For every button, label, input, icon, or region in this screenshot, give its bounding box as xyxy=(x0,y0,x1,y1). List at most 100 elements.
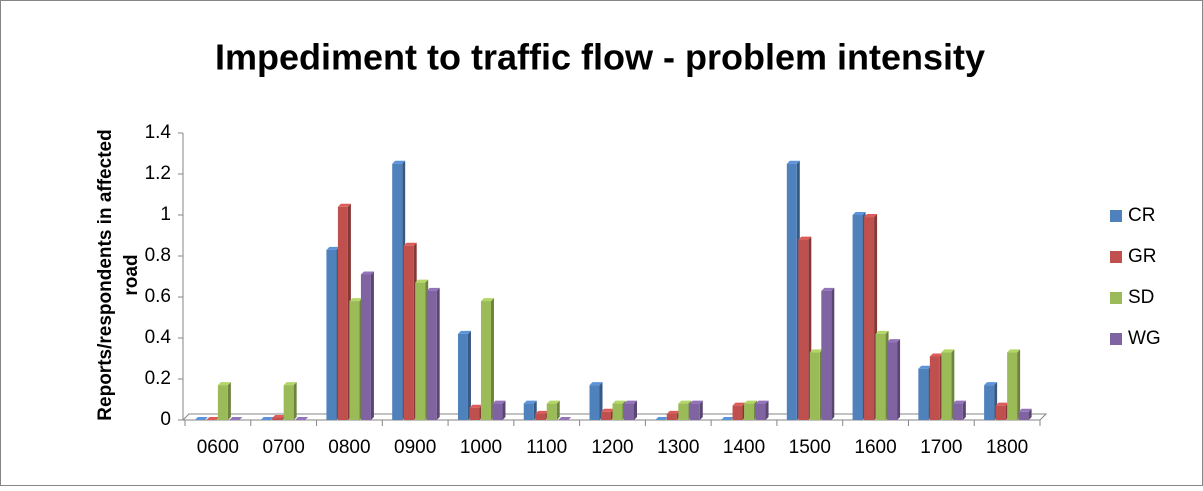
bar-top xyxy=(415,279,429,283)
bar-top xyxy=(875,330,889,334)
legend-swatch xyxy=(1110,333,1122,345)
bar xyxy=(666,413,677,420)
bar xyxy=(1007,352,1018,420)
bar xyxy=(535,413,546,420)
bar-side xyxy=(699,400,703,420)
bar-side xyxy=(599,382,603,420)
bar xyxy=(744,403,755,420)
legend-swatch xyxy=(1110,251,1122,263)
bar-top xyxy=(721,417,735,420)
x-tick-label: 1100 xyxy=(526,437,567,458)
bar-top xyxy=(744,400,758,404)
bar-top xyxy=(295,417,309,420)
x-tick-label: 0900 xyxy=(394,437,436,458)
bar-top xyxy=(194,417,208,420)
y-axis-label-line: road xyxy=(121,254,142,295)
bar xyxy=(546,403,557,420)
y-axis-label-line: Reports/respondents in affected xyxy=(95,129,116,420)
bar-top xyxy=(755,400,769,404)
bar-top xyxy=(535,410,549,414)
bar-top xyxy=(1007,349,1021,353)
x-tick-label: 1500 xyxy=(789,437,831,458)
y-tick-label: 0.4 xyxy=(145,327,172,348)
bar-top xyxy=(798,236,812,240)
bar-top xyxy=(283,382,297,386)
bar-top xyxy=(1018,408,1032,412)
bar-top xyxy=(589,382,603,386)
bar-top xyxy=(272,414,286,418)
bar-top xyxy=(666,410,680,414)
bar-top xyxy=(360,271,374,275)
bar-side xyxy=(370,271,374,420)
bar-top xyxy=(492,400,506,404)
bar-top xyxy=(601,408,614,412)
bar-side xyxy=(897,339,901,420)
bar xyxy=(755,403,766,420)
x-tick-label: 1200 xyxy=(591,437,633,458)
y-tick-label: 0.6 xyxy=(145,286,171,307)
bar xyxy=(732,405,743,420)
legend-swatch xyxy=(1110,292,1122,304)
bar-top xyxy=(864,214,878,218)
bar-top xyxy=(995,402,1009,406)
bar xyxy=(337,206,348,420)
bar-top xyxy=(426,287,440,291)
bar xyxy=(523,403,534,420)
bar xyxy=(349,301,360,420)
bar xyxy=(283,385,294,420)
bar-side xyxy=(293,382,297,420)
bar-top xyxy=(786,160,800,164)
bar-side xyxy=(556,400,560,420)
legend-label: SD xyxy=(1128,287,1154,308)
bar xyxy=(887,342,898,420)
bar xyxy=(326,249,337,420)
bar-top xyxy=(678,400,692,404)
bar-side xyxy=(467,330,471,420)
bar-top xyxy=(655,417,669,420)
bar-side xyxy=(1028,408,1032,420)
y-tick-label: 1.2 xyxy=(145,163,171,184)
bar xyxy=(952,403,963,420)
legend-label: CR xyxy=(1128,205,1155,226)
bar xyxy=(798,239,809,420)
bar xyxy=(415,282,426,420)
bar xyxy=(601,411,611,420)
bar-top xyxy=(469,404,483,408)
bar-top xyxy=(809,349,823,353)
bar xyxy=(941,352,952,420)
bar-side xyxy=(951,349,955,420)
bar-top xyxy=(403,242,417,246)
bar xyxy=(689,403,700,420)
bar xyxy=(403,245,414,420)
bar xyxy=(480,301,491,420)
bar-top xyxy=(260,417,274,420)
bar-top xyxy=(852,212,866,215)
x-tick-label: 1300 xyxy=(657,437,699,458)
x-tick-label: 1600 xyxy=(854,437,896,458)
x-tick-label: 1800 xyxy=(986,437,1028,458)
bar-side xyxy=(634,400,637,420)
bar-top xyxy=(984,382,998,386)
bar xyxy=(1018,411,1029,420)
bar xyxy=(852,215,863,420)
bar xyxy=(786,163,797,420)
bar xyxy=(612,403,623,420)
bar-side xyxy=(962,400,966,420)
bar-side xyxy=(502,400,506,420)
bar-top xyxy=(326,246,340,250)
y-axis-label: Reports/respondents in affected road xyxy=(95,129,142,420)
x-tick-label: 0600 xyxy=(197,437,239,458)
bar-top xyxy=(337,203,351,207)
bar-top xyxy=(349,298,363,302)
bar xyxy=(624,403,634,420)
x-tick-label: 0800 xyxy=(328,437,370,458)
bar xyxy=(995,405,1006,420)
bar xyxy=(918,368,929,420)
bar xyxy=(809,352,820,420)
bar xyxy=(469,407,480,420)
bar xyxy=(426,290,437,420)
legend-swatch xyxy=(1110,210,1122,222)
bar-top xyxy=(229,417,243,420)
legend-label: WG xyxy=(1128,328,1161,349)
